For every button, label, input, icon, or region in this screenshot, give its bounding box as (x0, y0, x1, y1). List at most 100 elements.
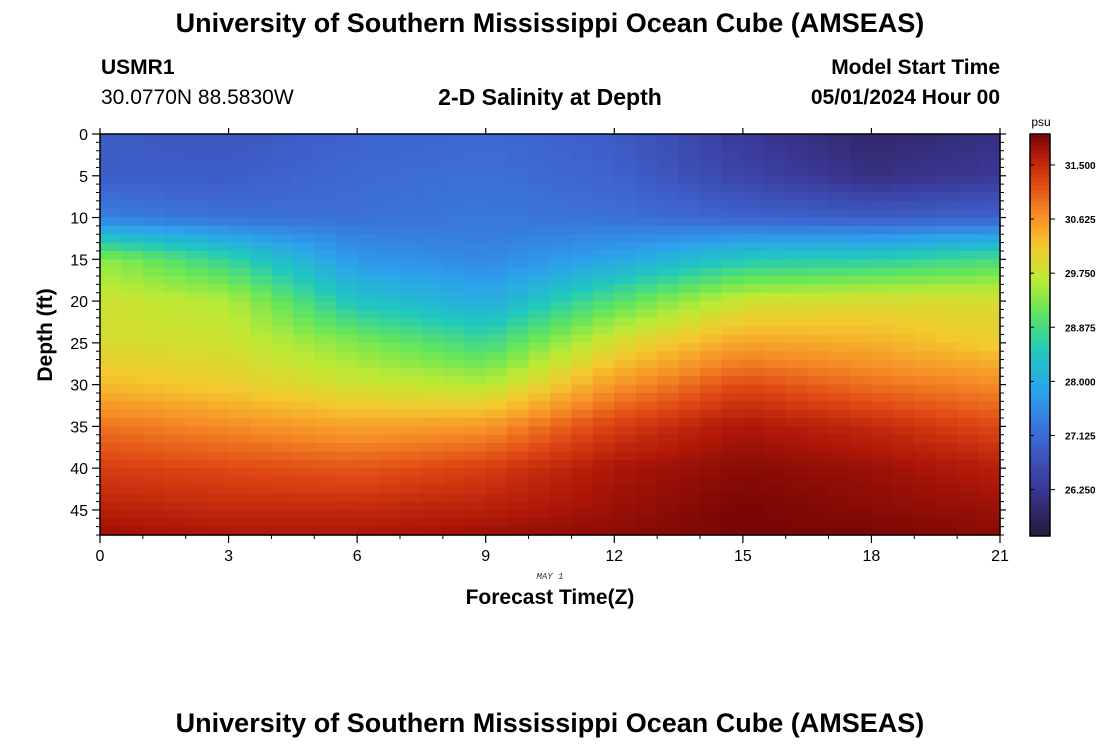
heatmap-cell (357, 242, 380, 252)
heatmap-cell (121, 518, 144, 528)
heatmap-cell (485, 234, 508, 244)
heatmap-cell (292, 292, 315, 302)
heatmap-cell (721, 242, 744, 252)
heatmap-cell (957, 184, 980, 194)
heatmap-cell (571, 509, 594, 519)
heatmap-cell (335, 359, 358, 369)
heatmap-cell (807, 234, 830, 244)
colorbar-segment (1030, 190, 1050, 195)
heatmap-cell (978, 150, 1001, 160)
heatmap-cell (250, 159, 273, 169)
heatmap-cell (871, 342, 894, 352)
heatmap-cell (357, 518, 380, 528)
heatmap-cell (657, 392, 680, 402)
heatmap-cell (785, 267, 808, 277)
heatmap-cell (700, 192, 723, 202)
heatmap-cell (871, 493, 894, 503)
heatmap-cell (357, 334, 380, 344)
heatmap-cell (700, 376, 723, 386)
heatmap-cell (571, 175, 594, 185)
heatmap-cell (550, 493, 573, 503)
heatmap-cell (185, 217, 208, 227)
heatmap-cell (142, 309, 165, 319)
heatmap-cell (828, 501, 851, 511)
heatmap-cell (442, 459, 465, 469)
heatmap-cell (378, 526, 401, 536)
heatmap-cell (485, 401, 508, 411)
heatmap-layer (100, 134, 1001, 536)
heatmap-cell (678, 200, 701, 210)
heatmap-cell (314, 192, 337, 202)
colorbar-segment (1030, 431, 1050, 436)
heatmap-cell (892, 284, 915, 294)
heatmap-cell (657, 451, 680, 461)
heatmap-cell (357, 184, 380, 194)
heatmap-cell (335, 367, 358, 377)
heatmap-cell (314, 367, 337, 377)
heatmap-cell (228, 200, 251, 210)
heatmap-cell (528, 351, 551, 361)
heatmap-cell (400, 342, 423, 352)
heatmap-cell (700, 217, 723, 227)
heatmap-cell (914, 468, 937, 478)
heatmap-cell (550, 451, 573, 461)
heatmap-cell (914, 476, 937, 486)
heatmap-cell (614, 276, 637, 285)
heatmap-cell (914, 234, 937, 244)
heatmap-cell (314, 301, 337, 311)
heatmap-cell (528, 459, 551, 469)
heatmap-cell (528, 259, 551, 269)
heatmap-cell (271, 401, 294, 411)
heatmap-cell (228, 392, 251, 402)
heatmap-cell (292, 376, 315, 386)
heatmap-cell (807, 476, 830, 486)
heatmap-cell (142, 301, 165, 311)
heatmap-cell (400, 392, 423, 402)
heatmap-cell (935, 334, 958, 344)
heatmap-cell (614, 309, 637, 319)
heatmap-cell (764, 392, 787, 402)
heatmap-cell (657, 134, 680, 143)
heatmap-cell (614, 217, 637, 227)
heatmap-cell (828, 493, 851, 503)
heatmap-cell (442, 276, 465, 285)
heatmap-cell (635, 509, 658, 519)
heatmap-cell (828, 317, 851, 327)
heatmap-cell (892, 276, 915, 285)
heatmap-cell (871, 434, 894, 444)
heatmap-cell (957, 142, 980, 152)
page-title: University of Southern Mississippi Ocean… (175, 8, 925, 38)
heatmap-cell (421, 326, 444, 336)
heatmap-cell (228, 134, 251, 143)
heatmap-cell (292, 242, 315, 252)
heatmap-cell (957, 167, 980, 177)
heatmap-cell (764, 259, 787, 269)
heatmap-cell (185, 493, 208, 503)
heatmap-cell (892, 359, 915, 369)
heatmap-cell (142, 384, 165, 394)
colorbar-segment (1030, 487, 1050, 493)
heatmap-cell (185, 401, 208, 411)
heatmap-cell (464, 418, 487, 427)
heatmap-cell (121, 242, 144, 252)
heatmap-cell (550, 384, 573, 394)
colorbar-segment (1030, 186, 1050, 191)
heatmap-cell (592, 459, 615, 469)
heatmap-cell (507, 142, 530, 152)
heatmap-cell (614, 476, 637, 486)
heatmap-cell (850, 501, 873, 511)
heatmap-cell (657, 159, 680, 169)
heatmap-cell (378, 200, 401, 210)
heatmap-cell (271, 209, 294, 219)
heatmap-cell (700, 526, 723, 536)
heatmap-cell (228, 518, 251, 528)
heatmap-cell (764, 175, 787, 185)
heatmap-cell (850, 159, 873, 169)
heatmap-cell (550, 259, 573, 269)
heatmap-cell (271, 175, 294, 185)
heatmap-cell (228, 292, 251, 302)
heatmap-cell (400, 301, 423, 311)
heatmap-cell (528, 493, 551, 503)
heatmap-cell (978, 301, 1001, 311)
heatmap-cell (335, 409, 358, 419)
